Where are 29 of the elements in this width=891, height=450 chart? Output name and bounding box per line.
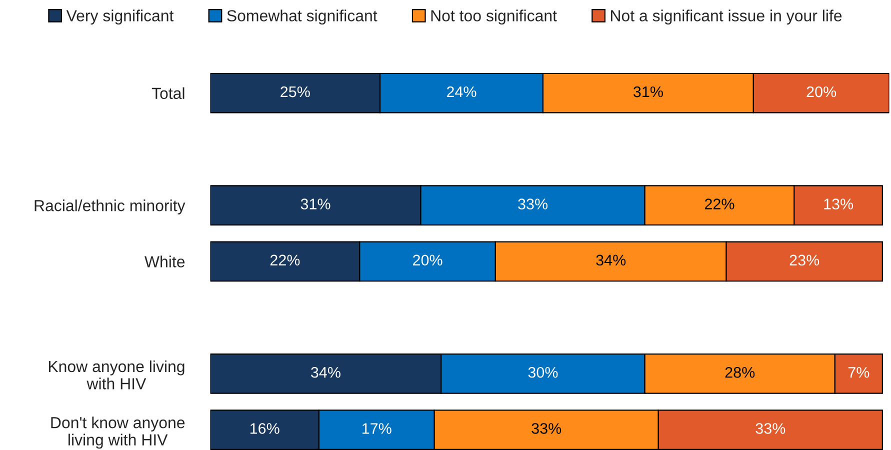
- data-label: 20%: [413, 254, 442, 266]
- data-label: 34%: [596, 254, 626, 266]
- data-label: 33%: [756, 423, 786, 434]
- data-label: 31%: [300, 198, 330, 210]
- data-label: 28%: [725, 366, 755, 378]
- data-label: 13%: [824, 198, 854, 210]
- data-label: 33%: [532, 423, 562, 434]
- data-label: 30%: [528, 366, 558, 378]
- y-tick-label: Don't know anyone living with HIV: [51, 416, 185, 449]
- data-label: 17%: [362, 423, 392, 434]
- data-label: 23%: [790, 254, 820, 266]
- data-label: 34%: [310, 366, 340, 378]
- data-label: 31%: [633, 86, 663, 98]
- y-tick-label: Total: [152, 87, 184, 100]
- data-label: 22%: [704, 198, 734, 210]
- legend-label: Not too significant: [431, 10, 557, 25]
- legend-label: Not a significant issue in your life: [611, 10, 842, 25]
- legend-label: Somewhat significant: [227, 10, 378, 25]
- data-label: 25%: [280, 86, 310, 98]
- y-tick-label: White: [144, 256, 185, 268]
- legend-label: Very significant: [66, 10, 174, 25]
- y-tick-label: Racial/ethnic minority: [34, 200, 186, 214]
- data-label: 20%: [806, 86, 836, 98]
- data-label: 33%: [518, 198, 548, 210]
- y-tick-label: Know anyone living with HIV: [48, 360, 184, 390]
- data-label: 24%: [446, 86, 476, 98]
- data-label: 7%: [848, 367, 870, 378]
- data-label: 16%: [250, 423, 280, 434]
- data-label: 22%: [270, 254, 300, 266]
